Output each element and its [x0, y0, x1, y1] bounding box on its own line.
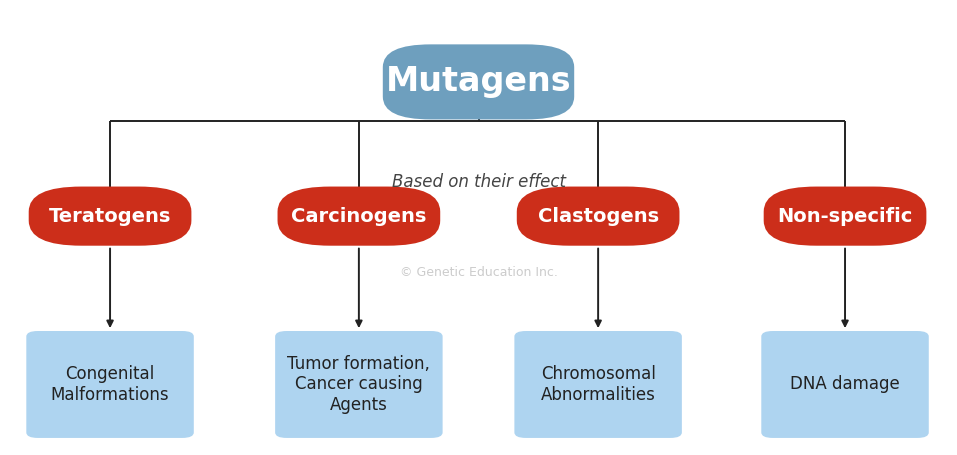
Text: Clastogens: Clastogens — [538, 207, 658, 226]
Text: Mutagens: Mutagens — [386, 66, 571, 98]
FancyBboxPatch shape — [276, 331, 442, 438]
FancyBboxPatch shape — [515, 331, 681, 438]
Text: Carcinogens: Carcinogens — [291, 207, 427, 226]
FancyBboxPatch shape — [278, 187, 440, 246]
Text: Tumor formation,
Cancer causing
Agents: Tumor formation, Cancer causing Agents — [287, 355, 431, 414]
FancyBboxPatch shape — [517, 187, 679, 246]
FancyBboxPatch shape — [27, 331, 194, 438]
Text: Based on their effect: Based on their effect — [391, 173, 566, 191]
FancyBboxPatch shape — [764, 187, 926, 246]
Text: Non-specific: Non-specific — [777, 207, 913, 226]
FancyBboxPatch shape — [383, 45, 574, 120]
Text: Teratogens: Teratogens — [49, 207, 171, 226]
Text: Chromosomal
Abnormalities: Chromosomal Abnormalities — [541, 365, 656, 404]
FancyBboxPatch shape — [29, 187, 191, 246]
Text: DNA damage: DNA damage — [790, 375, 900, 394]
Text: © Genetic Education Inc.: © Genetic Education Inc. — [400, 267, 557, 279]
Text: Congenital
Malformations: Congenital Malformations — [51, 365, 169, 404]
FancyBboxPatch shape — [762, 331, 928, 438]
